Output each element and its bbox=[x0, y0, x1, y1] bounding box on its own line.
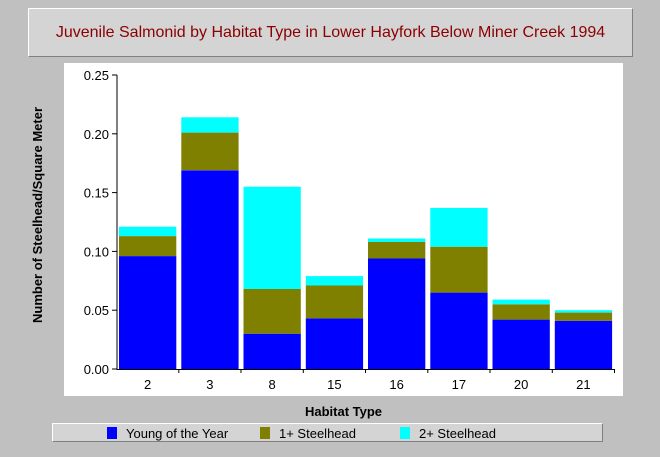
x-tick-label-17: 17 bbox=[452, 377, 466, 392]
x-tick-label-20: 20 bbox=[514, 377, 528, 392]
bar-17-series-1 bbox=[430, 246, 488, 293]
x-tick-label-2: 2 bbox=[144, 377, 151, 392]
bar-16-series-1 bbox=[368, 242, 426, 259]
bar-3-series-1 bbox=[181, 132, 239, 171]
legend-swatch-1plus bbox=[260, 427, 270, 439]
bar-8-series-2 bbox=[243, 186, 301, 289]
bar-20-series-0 bbox=[492, 319, 550, 369]
legend-swatch-2plus bbox=[400, 427, 410, 439]
legend-item-2plus: 2+ Steelhead bbox=[400, 425, 496, 441]
legend-label-young-of-year: Young of the Year bbox=[126, 425, 229, 441]
bar-15-series-0 bbox=[305, 318, 364, 369]
legend: Young of the Year 1+ Steelhead 2+ Steelh… bbox=[52, 423, 603, 442]
bar-21-series-0 bbox=[554, 320, 613, 369]
y-tick-label-4: 0.20 bbox=[84, 127, 109, 142]
chart-title: Juvenile Salmonid by Habitat Type in Low… bbox=[55, 24, 606, 41]
legend-label-1plus: 1+ Steelhead bbox=[279, 425, 356, 441]
bar-20-series-1 bbox=[492, 304, 550, 320]
y-axis-label-box: Number of Steelhead/Square Meter bbox=[18, 107, 58, 323]
y-tick-label-2: 0.10 bbox=[84, 244, 109, 259]
y-tick-label-5: 0.25 bbox=[84, 68, 109, 83]
bar-2-series-0 bbox=[119, 256, 177, 369]
bar-16-series-2 bbox=[368, 238, 426, 242]
bar-15-series-2 bbox=[305, 276, 364, 286]
chart-title-box: Juvenile Salmonid by Habitat Type in Low… bbox=[28, 8, 633, 57]
x-tick-label-8: 8 bbox=[268, 377, 275, 392]
bar-16-series-0 bbox=[368, 258, 426, 369]
y-axis-label: Number of Steelhead/Square Meter bbox=[30, 107, 45, 323]
y-tick-label-1: 0.05 bbox=[84, 303, 109, 318]
bar-21-series-2 bbox=[554, 310, 613, 313]
bar-8-series-1 bbox=[243, 289, 301, 334]
bar-15-series-1 bbox=[305, 285, 364, 319]
legend-item-young-of-year: Young of the Year bbox=[107, 425, 228, 441]
x-tick-label-16: 16 bbox=[389, 377, 403, 392]
legend-item-1plus: 1+ Steelhead bbox=[260, 425, 356, 441]
bar-3-series-0 bbox=[181, 170, 239, 369]
x-tick-label-21: 21 bbox=[576, 377, 590, 392]
x-tick-label-15: 15 bbox=[327, 377, 341, 392]
bar-2-series-1 bbox=[119, 236, 177, 257]
y-tick-label-0: 0.00 bbox=[84, 362, 109, 377]
x-axis-label: Habitat Type bbox=[304, 404, 383, 419]
bar-2-series-2 bbox=[119, 226, 177, 237]
bar-17-series-0 bbox=[430, 292, 488, 369]
y-tick-label-3: 0.15 bbox=[84, 186, 109, 201]
bar-8-series-0 bbox=[243, 333, 301, 369]
x-tick-label-3: 3 bbox=[206, 377, 213, 392]
legend-swatch-young-of-year bbox=[107, 427, 117, 439]
bar-20-series-2 bbox=[492, 299, 550, 305]
bar-21-series-1 bbox=[554, 312, 613, 321]
bar-17-series-2 bbox=[430, 207, 488, 247]
bar-3-series-2 bbox=[181, 117, 239, 133]
legend-label-2plus: 2+ Steelhead bbox=[419, 425, 496, 441]
